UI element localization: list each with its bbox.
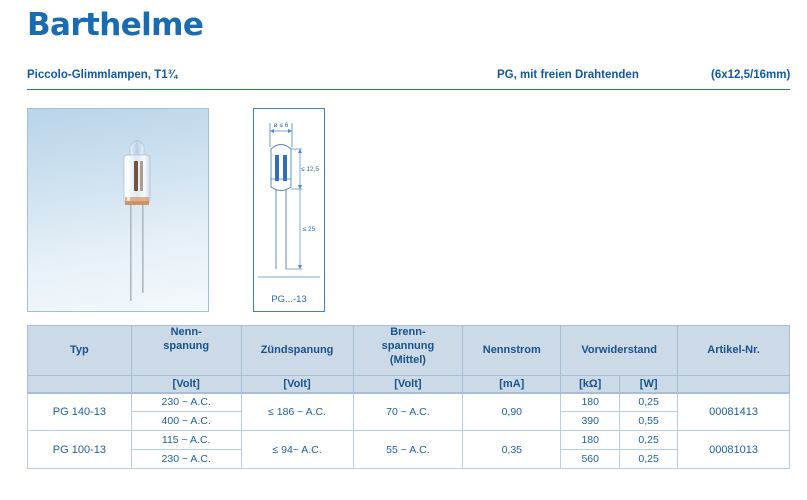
table-row: PG 100-13 115 ~ A.C. ≤ 94~ A.C. 55 ~ A.C… <box>27 430 790 469</box>
cell-vorwiderstand-power: 0,25 <box>619 449 679 469</box>
unit-brennspannung: [Volt] <box>352 375 464 394</box>
cell-vorwiderstand-resistance: 180 <box>560 392 621 412</box>
body-length-dimension-label: ≤ 12,5 <box>301 166 319 173</box>
cell-vorwiderstand-resistance: 180 <box>560 430 621 450</box>
unit-typ <box>27 375 132 394</box>
unit-artikelnr <box>677 375 790 394</box>
unit-nennstrom: [mA] <box>462 375 562 394</box>
cell-vorwiderstand-resistance: 390 <box>560 411 621 431</box>
cell-vorwiderstand-power: 0,55 <box>619 411 679 431</box>
cell-typ: PG 140-13 <box>27 392 132 431</box>
dimension-drawing: ø ≤ 6 ≤ 12,5 <box>258 122 320 278</box>
product-photo <box>27 108 209 312</box>
col-header-typ: Typ <box>27 325 132 376</box>
cell-nennstrom: 0,90 <box>462 392 562 431</box>
col-header-nennstrom: Nennstrom <box>462 325 562 376</box>
cell-nennspannung: 115 ~ A.C. <box>130 430 242 450</box>
subtitle-dimensions: (6x12,5/16mm) <box>711 69 791 81</box>
diameter-dimension-label: ø ≤ 6 <box>274 122 289 129</box>
col-header-brennspannung: Brenn- spannung (Mittel) <box>352 325 464 376</box>
unit-vorwiderstand-resistance: [kΩ] <box>560 375 621 394</box>
unit-vorwiderstand-power: [W] <box>619 375 679 394</box>
cell-brennspannung: 55 ~ A.C. <box>352 430 464 469</box>
drawing-caption: PG...-13 <box>271 294 307 305</box>
col-header-nennspannung: Nenn- spanung <box>130 325 242 376</box>
barthelme-logo: Barthelme <box>27 7 204 43</box>
table-row: PG 140-13 230 ~ A.C. ≤ 186 ~ A.C. 70 ~ A… <box>27 392 790 431</box>
col-header-artikelnr: Artikel-Nr. <box>677 325 790 376</box>
subtitle-bar: Piccolo-Glimmlampen, T1¾ PG, mit freien … <box>27 68 790 90</box>
col-header-brennspannung-line2: spannung <box>381 339 435 352</box>
lamp-photo-illustration <box>123 140 151 301</box>
cell-vorwiderstand-power: 0,25 <box>619 392 679 412</box>
cell-nennspannung: 230 ~ A.C. <box>130 392 242 412</box>
cell-typ: PG 100-13 <box>27 430 132 469</box>
cell-nennspannung: 230 ~ A.C. <box>130 449 242 469</box>
table-row: 230 ~ A.C. 560 0,25 <box>28 449 790 469</box>
col-header-nennspannung-line1: Nenn- <box>170 326 202 338</box>
cell-zuendspanung: ≤ 186 ~ A.C. <box>240 392 354 431</box>
subtitle-product-family: Piccolo-Glimmlampen, T1¾ <box>27 69 178 81</box>
col-header-zuendspanung: Zündspanung <box>240 325 354 376</box>
subtitle-divider <box>27 88 790 90</box>
total-length-dimension-label: ≤ 25 <box>303 226 316 233</box>
cell-artikelnr: 00081413 <box>677 392 790 431</box>
cell-vorwiderstand-power: 0,25 <box>619 430 679 450</box>
table-unit-row: [Volt] [Volt] [Volt] [mA] [kΩ] [W] <box>27 375 790 394</box>
technical-drawing: ø ≤ 6 ≤ 12,5 <box>253 108 325 312</box>
unit-zuendspanung: [Volt] <box>240 375 354 394</box>
table-header-row: Typ Nenn- spanung Zündspanung Brenn- spa… <box>27 325 790 376</box>
col-header-brennspannung-line1: Brenn- <box>390 326 426 338</box>
col-header-nennspannung-line2: spanung <box>163 339 210 352</box>
cell-brennspannung: 70 ~ A.C. <box>352 392 464 431</box>
cell-vorwiderstand-resistance: 560 <box>560 449 621 469</box>
col-header-vorwiderstand: Vorwiderstand <box>560 325 679 376</box>
cell-nennspannung: 400 ~ A.C. <box>130 411 242 431</box>
cell-artikelnr: 00081013 <box>677 430 790 469</box>
subtitle-variant: PG, mit freien Drahtenden <box>497 69 639 81</box>
col-header-brennspannung-line3: (Mittel) <box>389 353 426 366</box>
specification-table: Typ Nenn- spanung Zündspanung Brenn- spa… <box>27 325 790 469</box>
cell-zuendspanung: ≤ 94~ A.C. <box>240 430 354 469</box>
unit-nennspannung: [Volt] <box>130 375 242 394</box>
cell-nennstrom: 0,35 <box>462 430 562 469</box>
